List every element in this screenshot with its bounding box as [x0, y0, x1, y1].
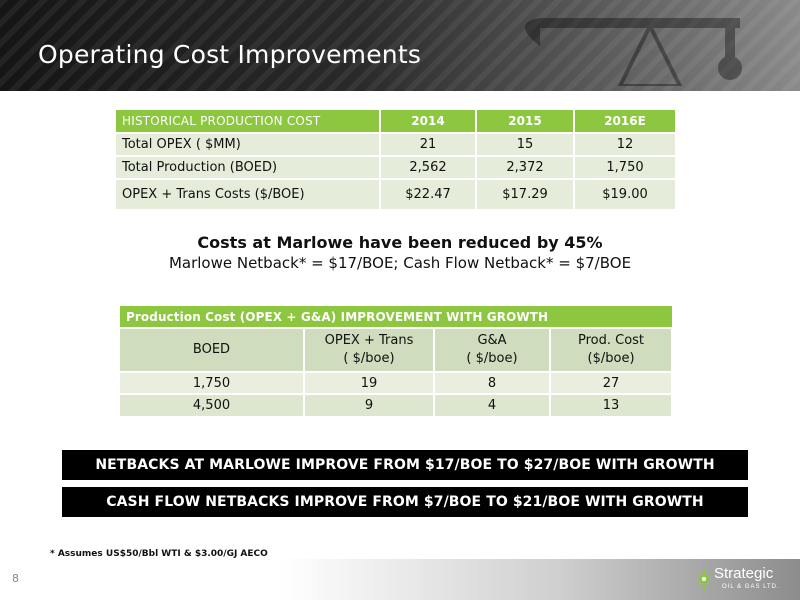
table-cell: 9 [304, 393, 435, 416]
header-texture [0, 0, 800, 91]
table-cell: Total OPEX ( $MM) [116, 132, 381, 156]
table-cell: 13 [550, 393, 674, 416]
table-row: Total Production (BOED) 2,562 2,372 1,75… [116, 155, 677, 179]
logo-name: Strategic [714, 565, 774, 582]
column-header: Prod. Cost ($/boe) [550, 327, 674, 372]
table-cell: $22.47 [380, 178, 477, 209]
summary-headline: Costs at Marlowe have been reduced by 45… [197, 233, 603, 252]
table-cell: 27 [550, 371, 674, 394]
table-cell: 15 [476, 132, 575, 156]
column-header: HISTORICAL PRODUCTION COST [116, 110, 381, 133]
table-cell: 4 [434, 393, 551, 416]
table-cell: 21 [380, 132, 477, 156]
table-cell: 2,372 [476, 155, 575, 179]
page-title: Operating Cost Improvements [38, 40, 422, 69]
title-header: Operating Cost Improvements [0, 0, 800, 91]
table-header-row: BOED OPEX + Trans ( $/boe) G&A ( $/boe) Pr… [120, 327, 674, 372]
table-cell: $17.29 [476, 178, 575, 209]
cash-flow-netback-banner: CASH FLOW NETBACKS IMPROVE FROM $7/BOE T… [62, 487, 748, 517]
footnote: * Assumes US$50/Bbl WTI & $3.00/GJ AECO [50, 549, 268, 559]
column-header: 2014 [380, 110, 477, 133]
page-number: 8 [12, 572, 19, 585]
table-title-row: Production Cost (OPEX + G&A) IMPROVEMENT… [120, 306, 673, 328]
table-cell: 4,500 [120, 393, 305, 416]
column-header-line: G&A [477, 333, 507, 348]
column-header-line: OPEX + Trans [324, 333, 414, 348]
netback-improvement-banner: NETBACKS AT MARLOWE IMPROVE FROM $17/BOE… [62, 450, 748, 480]
cost-reduction-summary: Costs at Marlowe have been reduced by 45… [0, 233, 800, 272]
table-cell: 1,750 [574, 155, 677, 179]
footer-bar [0, 559, 800, 600]
table-header-row: HISTORICAL PRODUCTION COST 2014 2015 201… [116, 110, 677, 133]
column-header: 2016E [574, 110, 677, 133]
table-row: Total OPEX ( $MM) 21 15 12 [116, 132, 677, 156]
column-header-line: BOED [192, 342, 231, 357]
column-header-line: ( $/boe) [343, 351, 395, 366]
table-cell: 12 [574, 132, 677, 156]
column-header: 2015 [476, 110, 575, 133]
table-cell: 1,750 [120, 371, 305, 394]
table-title: Production Cost (OPEX + G&A) IMPROVEMENT… [120, 306, 673, 328]
table-row: 1,750 19 8 27 [120, 371, 674, 394]
table-row: 4,500 9 4 13 [120, 393, 674, 416]
column-header: BOED [120, 327, 305, 372]
table-cell: Total Production (BOED) [116, 155, 381, 179]
table-cell: OPEX + Trans Costs ($/BOE) [116, 178, 381, 209]
table-cell: $19.00 [574, 178, 677, 209]
pumpjack-silhouette-icon [525, 18, 742, 86]
table-cell: 2,562 [380, 155, 477, 179]
column-header: G&A ( $/boe) [434, 327, 551, 372]
summary-subline: Marlowe Netback* = $17/BOE; Cash Flow Ne… [168, 254, 632, 272]
growth-production-cost-table: Production Cost (OPEX + G&A) IMPROVEMENT… [120, 306, 674, 416]
company-logo: Strategic OIL & GAS LTD. [694, 563, 794, 597]
column-header-line: Prod. Cost [577, 333, 645, 348]
column-header-line: ( $/boe) [466, 351, 518, 366]
logo-tagline: OIL & GAS LTD. [722, 584, 780, 590]
column-header-line: ($/boe) [587, 351, 635, 366]
star-leaf-icon [696, 567, 712, 593]
table-row: OPEX + Trans Costs ($/BOE) $22.47 $17.29… [116, 178, 677, 209]
historical-production-cost-table: HISTORICAL PRODUCTION COST 2014 2015 201… [116, 110, 677, 209]
table-cell: 19 [304, 371, 435, 394]
column-header: OPEX + Trans ( $/boe) [304, 327, 435, 372]
table-cell: 8 [434, 371, 551, 394]
